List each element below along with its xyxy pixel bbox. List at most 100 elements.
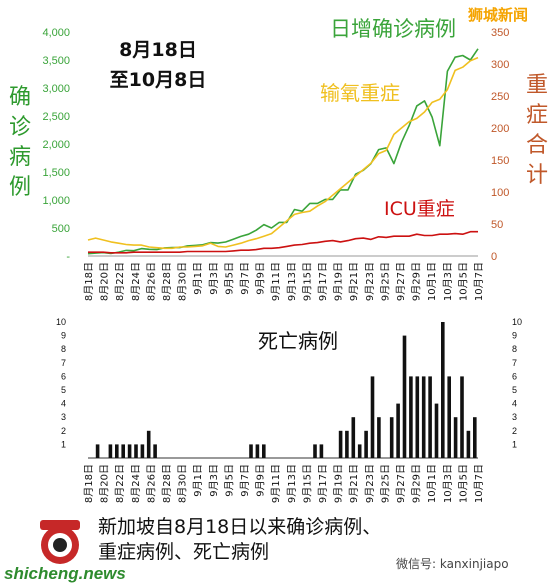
death-bar (95, 444, 100, 458)
bar-x-tick-label: 10月7日 (473, 464, 485, 503)
right-tick-label: 100 (491, 187, 509, 199)
death-bar (338, 430, 343, 458)
x-tick-label: 8月22日 (114, 262, 126, 301)
bar-left-tick: 7 (61, 358, 66, 368)
brand-watermark: 狮城新闻 (468, 6, 529, 24)
bar-left-tick: 3 (61, 412, 66, 422)
bar-right-tick: 2 (512, 426, 517, 436)
caption-line-2: 重症病例、死亡病例 (98, 541, 270, 563)
death-bar (415, 376, 420, 458)
line-chart: - 500 1,000 1,500 2,000 2,500 3,000 3,500 4,000 0… (9, 17, 548, 301)
death-bar (434, 403, 439, 458)
left-axis-title-char: 病 (9, 145, 31, 170)
bar-x-tick-label: 9月13日 (286, 464, 298, 503)
bar-x-tick-label: 9月17日 (317, 464, 329, 503)
figure-caption: 新加坡自8月18日以来确诊病例、 重症病例、死亡病例 (98, 515, 381, 565)
deaths-bar-chart: 1 1 2 2 3 3 4 4 5 5 6 6 7 7 8 8 9 9 10 10 死亡病例 8月18日 8月20日 8月22… (56, 317, 522, 503)
bar-x-tick-label: 8月20日 (99, 464, 111, 503)
bar-x-tick-label: 9月11日 (270, 464, 282, 503)
x-tick-label: 9月25日 (379, 262, 391, 301)
x-tick-label: 8月26日 (145, 262, 157, 301)
right-tick-label: 300 (491, 59, 509, 71)
death-bar (396, 403, 400, 458)
death-bar (108, 444, 113, 458)
x-tick-label: 9月29日 (411, 262, 423, 301)
right-axis-title-char: 症 (526, 103, 548, 128)
death-bar (389, 417, 394, 458)
bar-x-tick-label: 8月18日 (83, 464, 95, 503)
left-tick-label: 3,000 (42, 83, 70, 95)
bar-x-tick-label: 8月30日 (177, 464, 189, 503)
death-bar (357, 444, 362, 458)
left-tick-label: 500 (52, 223, 70, 235)
death-bar (249, 444, 253, 458)
right-axis-title-char: 重 (526, 73, 548, 98)
left-tick-label: 1,500 (42, 167, 70, 179)
x-tick-label: 8月28日 (161, 262, 173, 301)
caption-line-1: 新加坡自8月18日以来确诊病例、 (98, 516, 382, 538)
death-bar (351, 417, 356, 458)
x-tick-label: 9月11日 (270, 262, 282, 301)
bar-x-tick-label: 10月1日 (426, 464, 438, 503)
death-bar (453, 417, 458, 458)
bar-left-tick: 4 (61, 399, 66, 409)
bar-right-tick: 9 (512, 331, 517, 341)
death-bar (460, 376, 464, 458)
x-tick-label: 9月1日 (192, 262, 204, 295)
x-tick-label: 9月13日 (286, 262, 298, 301)
bar-right-tick: 8 (512, 344, 517, 354)
death-bar (447, 376, 451, 458)
x-tick-label: 10月7日 (473, 262, 485, 301)
source-site: shicheng.news (4, 564, 126, 583)
death-bar (121, 444, 125, 458)
x-tick-label: 8月18日 (83, 262, 95, 301)
bar-x-tick-label: 8月24日 (130, 464, 142, 503)
bar-chart-title: 死亡病例 (258, 329, 338, 353)
bar-x-tick-label: 9月3日 (208, 464, 220, 497)
x-tick-label: 10月1日 (426, 262, 438, 301)
series-label-1: 输氧重症 (320, 81, 400, 105)
bar-right-tick: 6 (512, 371, 517, 381)
series-label-0: 日增确诊病例 (330, 17, 456, 41)
bar-right-tick: 5 (512, 385, 517, 395)
bar-x-tick-label: 9月9日 (255, 464, 267, 497)
bar-left-tick: 6 (61, 371, 66, 381)
series-line-0 (87, 48, 479, 255)
death-bar (364, 430, 368, 458)
death-bar (409, 376, 413, 458)
x-tick-label: 8月30日 (177, 262, 189, 301)
death-bar (428, 376, 432, 458)
right-tick-label: 150 (491, 155, 509, 167)
x-tick-label: 9月5日 (223, 262, 235, 295)
x-tick-label: 9月21日 (348, 262, 360, 301)
series-label-2: ICU重症 (384, 198, 455, 220)
left-tick-label: 1,000 (42, 195, 70, 207)
bar-x-tick-label: 9月29日 (411, 464, 423, 503)
bar-x-tick-label: 9月1日 (192, 464, 204, 497)
bar-right-tick: 4 (512, 399, 517, 409)
death-bar (134, 444, 138, 458)
x-tick-label: 9月9日 (255, 262, 267, 295)
right-axis-title-char: 计 (526, 163, 548, 188)
x-tick-label: 8月20日 (99, 262, 111, 301)
left-axis-title-char: 确 (9, 85, 31, 110)
bar-x-tick-label: 9月19日 (333, 464, 345, 503)
bar-left-tick: 8 (61, 344, 66, 354)
bar-left-tick: 9 (61, 331, 66, 341)
bar-x-tick-label: 9月15日 (301, 464, 313, 503)
x-tick-label: 9月27日 (395, 262, 407, 301)
death-bar (377, 417, 381, 458)
bar-x-tick-label: 10月3日 (442, 464, 454, 503)
bar-x-tick-label: 8月28日 (161, 464, 173, 503)
bar-x-tick-label: 10月5日 (457, 464, 469, 503)
death-bar (402, 335, 407, 458)
bar-right-tick: 1 (512, 439, 517, 449)
bar-x-tick-label: 8月26日 (145, 464, 157, 503)
right-tick-label: 350 (491, 27, 509, 39)
kanxinjiapo-logo (40, 520, 80, 564)
death-bar (466, 430, 471, 458)
right-tick-label: 200 (491, 123, 509, 135)
bar-right-tick: 10 (512, 317, 522, 327)
death-bar (153, 444, 157, 458)
